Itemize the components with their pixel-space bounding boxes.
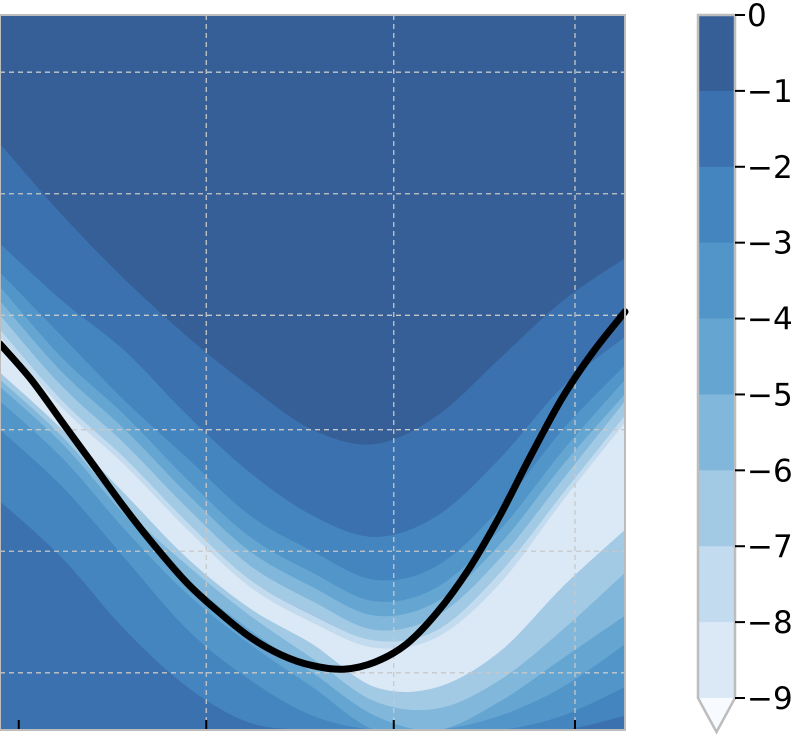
colorbar-tick-label-3: −3 xyxy=(747,226,793,262)
plot-area xyxy=(0,14,629,731)
colorbar-band-8 xyxy=(698,622,735,699)
colorbar-band-5 xyxy=(698,394,735,471)
colorbar-tick-label-2: −2 xyxy=(747,150,793,186)
colorbar-tick-label-7: −7 xyxy=(747,529,793,565)
gridlines xyxy=(0,15,625,730)
colorbar-band-0 xyxy=(698,15,735,92)
colorbar-band-1 xyxy=(698,90,735,168)
minimum-path-line xyxy=(0,308,629,673)
colorbar: 0 −1 −2 −3 −4 −5 −6 −7 −8 −9 xyxy=(696,0,793,735)
colorbar-tick-label-4: −4 xyxy=(747,302,793,338)
contour-fills xyxy=(0,57,625,730)
colorbar-tick-label-1: −1 xyxy=(747,74,793,110)
colorbar-band-7 xyxy=(698,546,735,623)
colorbar-ticks: 0 −1 −2 −3 −4 −5 −6 −7 −8 −9 xyxy=(735,0,793,717)
colorbar-band-3 xyxy=(698,242,735,320)
x-axis-ticks xyxy=(17,720,576,730)
colorbar-band-6 xyxy=(698,470,735,547)
colorbar-tick-label-9: −9 xyxy=(747,681,793,717)
colorbar-band-4 xyxy=(698,318,735,395)
colorbar-tick-label-0: 0 xyxy=(747,0,767,34)
colorbar-tick-label-5: −5 xyxy=(747,377,793,413)
colorbar-outline xyxy=(696,13,737,735)
colorbar-tick-label-8: −8 xyxy=(747,605,793,641)
contour-band-13 xyxy=(0,429,625,730)
colorbar-tick-label-6: −6 xyxy=(747,453,793,489)
colorbar-band-2 xyxy=(698,166,735,244)
plot-frame xyxy=(0,14,626,731)
colorbar-bands xyxy=(698,15,735,732)
